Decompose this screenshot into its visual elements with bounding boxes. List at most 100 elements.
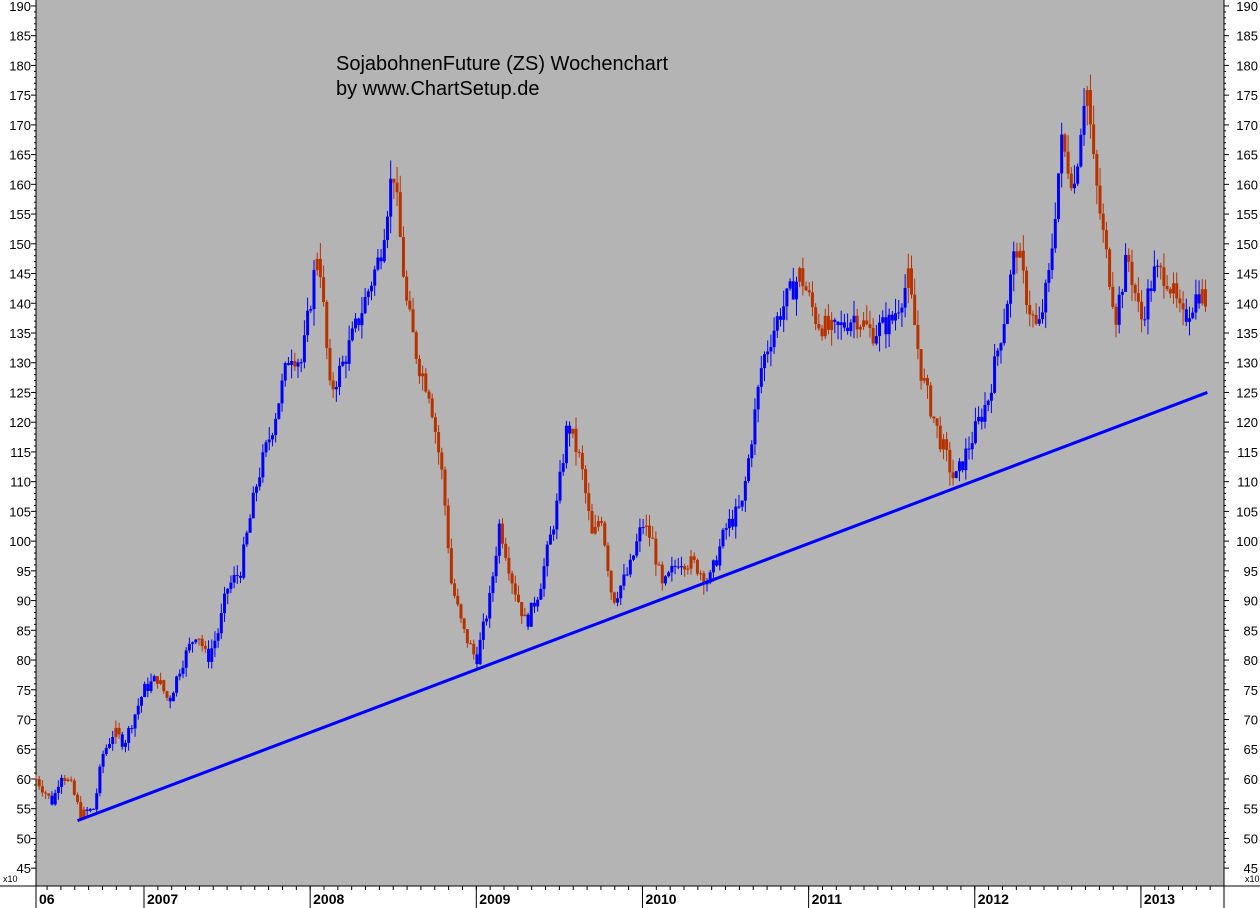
y-tick-label-left: 135 xyxy=(9,326,31,341)
x-year-label: 2008 xyxy=(313,891,344,907)
price-bar-body xyxy=(82,809,86,819)
y-tick-label-right: 175 xyxy=(1236,88,1258,103)
price-bar-body xyxy=(79,802,83,819)
price-bar-body xyxy=(53,792,57,805)
price-bar-body xyxy=(804,286,808,291)
price-bar-body xyxy=(996,350,1000,357)
y-tick-label-left: 50 xyxy=(17,831,31,846)
price-bar-body xyxy=(501,523,505,544)
y-tick-label-right: 135 xyxy=(1236,326,1258,341)
price-bar-body xyxy=(63,777,67,781)
price-bar-body xyxy=(1187,318,1191,322)
price-bar-body xyxy=(1133,285,1137,294)
price-bar-body xyxy=(794,281,798,300)
x-year-label: 2013 xyxy=(1144,891,1175,907)
price-bar-body xyxy=(1165,286,1169,290)
price-bar-body xyxy=(577,452,581,454)
price-bar-body xyxy=(913,294,917,325)
price-bar-body xyxy=(405,276,409,301)
y-tick-label-left: 170 xyxy=(9,118,31,133)
price-bar-body xyxy=(191,642,195,644)
price-bar-body xyxy=(223,593,227,614)
price-bar-body xyxy=(414,332,418,359)
price-bar-body xyxy=(1076,166,1080,184)
y-unit-label-left: x10 xyxy=(3,874,18,884)
price-bars xyxy=(34,74,1207,820)
price-bar-body xyxy=(155,676,159,684)
y-tick-label-right: 145 xyxy=(1236,267,1258,282)
price-bar-body xyxy=(392,178,396,183)
price-bar-body xyxy=(411,309,415,333)
price-bar-body xyxy=(791,281,795,300)
price-bar-body xyxy=(449,548,453,584)
price-bar-body xyxy=(366,291,370,298)
price-bar-body xyxy=(491,576,495,594)
y-tick-label-right: 80 xyxy=(1244,653,1258,668)
price-bar-body xyxy=(574,428,578,453)
y-tick-label-left: 120 xyxy=(9,415,31,430)
price-bar-body xyxy=(628,559,632,575)
y-tick-label-left: 80 xyxy=(17,653,31,668)
price-bar-body xyxy=(309,309,313,311)
price-bar-body xyxy=(453,583,457,596)
price-bar-body xyxy=(977,416,981,422)
price-bar-body xyxy=(660,564,664,584)
price-bar-body xyxy=(852,315,856,323)
y-tick-label-left: 95 xyxy=(17,564,31,579)
y-tick-label-right: 155 xyxy=(1236,207,1258,222)
price-bar-body xyxy=(66,779,70,781)
y-tick-label-left: 140 xyxy=(9,296,31,311)
price-bar-body xyxy=(1079,134,1083,167)
price-bar-body xyxy=(270,435,274,440)
price-bar-body xyxy=(874,336,878,344)
price-bar-body xyxy=(641,527,645,529)
price-bar-body xyxy=(283,363,287,381)
price-bar-body xyxy=(1018,250,1022,258)
price-bar-body xyxy=(1136,293,1140,302)
price-bar-body xyxy=(699,573,703,575)
y-tick-label-right: 55 xyxy=(1244,802,1258,817)
price-bar-body xyxy=(216,633,220,641)
y-tick-label-left: 190 xyxy=(9,0,31,14)
price-bar-body xyxy=(734,506,738,527)
price-bar-body xyxy=(229,582,233,589)
price-bar-body xyxy=(1194,294,1198,313)
price-bar-body xyxy=(325,301,329,348)
price-bar-body xyxy=(1044,282,1048,313)
price-bar-body xyxy=(1056,173,1060,220)
price-bar-body xyxy=(775,316,779,331)
price-bar-body xyxy=(980,416,984,422)
price-bar-body xyxy=(248,518,252,533)
y-tick-label-right: 160 xyxy=(1236,177,1258,192)
price-bar-body xyxy=(1031,314,1035,316)
price-bar-body xyxy=(162,680,166,692)
price-bar-body xyxy=(427,391,431,399)
price-bar-body xyxy=(277,403,281,419)
price-bar-body xyxy=(338,365,342,387)
price-bar-body xyxy=(1098,185,1102,214)
price-bar-body xyxy=(644,525,648,528)
x-year-label: 2012 xyxy=(978,891,1009,907)
price-bar-body xyxy=(1063,134,1067,152)
y-tick-label-right: 185 xyxy=(1236,29,1258,44)
price-bar-body xyxy=(753,409,757,445)
price-bar-body xyxy=(254,486,258,493)
price-bar-body xyxy=(1104,230,1108,250)
price-bar-body xyxy=(360,313,364,326)
price-bar-body xyxy=(120,734,124,747)
price-bar-body xyxy=(673,565,677,567)
price-bar-body xyxy=(529,602,533,627)
price-bar-body xyxy=(69,779,73,781)
price-bar-body xyxy=(967,448,971,450)
price-bar-body xyxy=(871,327,875,344)
price-bar-body xyxy=(242,544,246,578)
price-bar-body xyxy=(1025,270,1029,306)
price-bar-body xyxy=(1191,312,1195,319)
price-bar-body xyxy=(989,392,993,401)
price-bar-body xyxy=(494,555,498,577)
price-bar-body xyxy=(654,538,658,565)
price-bar-body xyxy=(561,463,565,472)
price-bar-body xyxy=(264,442,268,453)
price-bar-body xyxy=(44,792,48,794)
